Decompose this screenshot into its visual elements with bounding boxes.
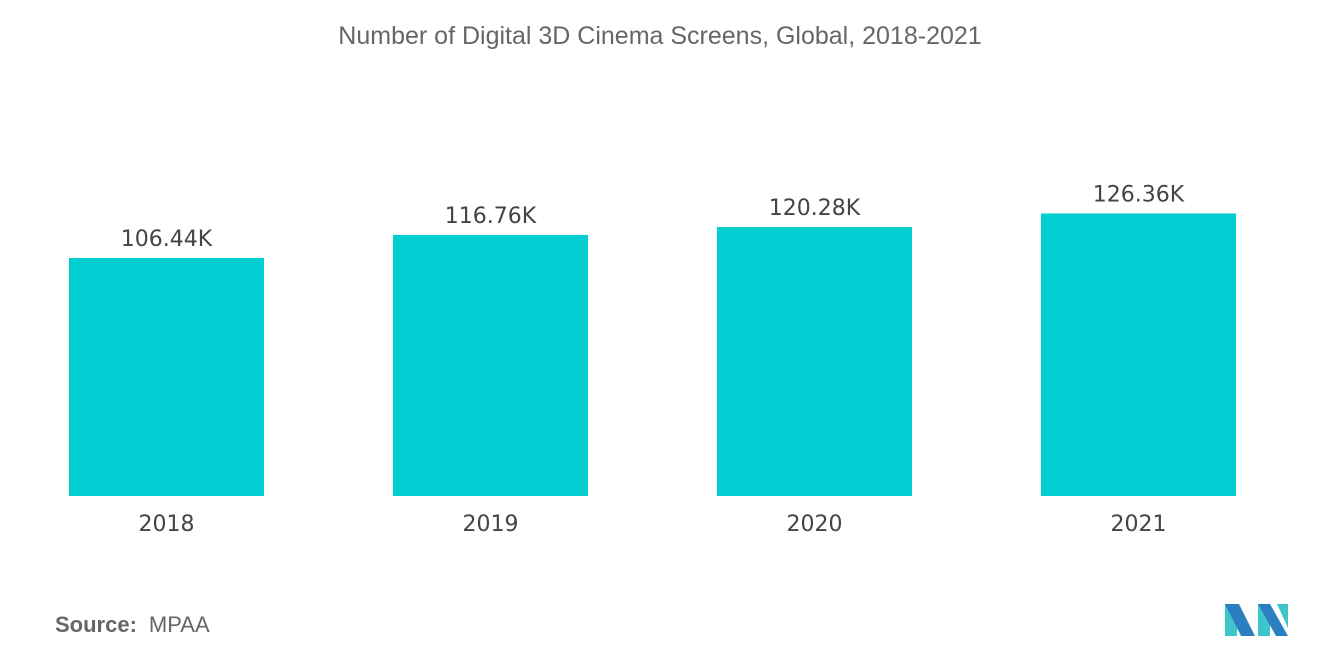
bar-2018: [69, 258, 264, 496]
company-logo: [1225, 604, 1288, 636]
data-label-2021: 126.36K: [1093, 182, 1185, 207]
data-label-2020: 120.28K: [769, 196, 861, 221]
bar-2020: [717, 227, 912, 496]
x-tick-label-2019: 2019: [463, 512, 519, 537]
bar-chart: 106.44K 2018 116.76K 2019 120.28K 2020 126.36K…: [69, 182, 1236, 537]
x-tick-label-2018: 2018: [139, 512, 195, 537]
bar-2019: [393, 234, 588, 496]
data-label-2018: 106.44K: [121, 227, 213, 252]
chart-title: Number of Digital 3D Cinema Screens, Glo…: [338, 22, 982, 50]
x-tick-label-2021: 2021: [1111, 512, 1167, 537]
source-note: Source: MPAA: [55, 612, 210, 638]
x-tick-label-2020: 2020: [787, 512, 843, 537]
source-label: Source:: [55, 612, 137, 637]
bar-2021: [1041, 213, 1236, 496]
source-value: MPAA: [148, 612, 210, 637]
data-label-2019: 116.76K: [445, 204, 537, 229]
